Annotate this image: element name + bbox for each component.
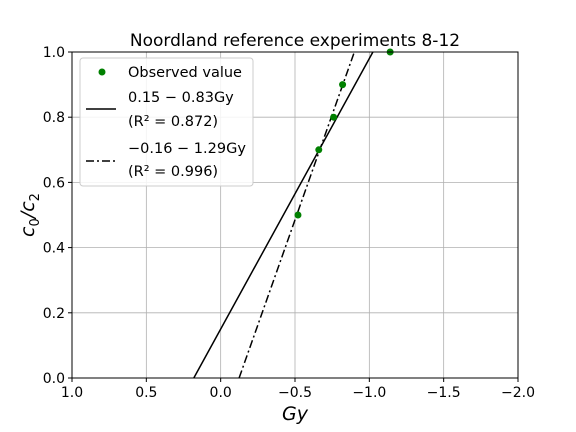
legend-r2-fit-1: (R² = 0.872) (128, 114, 218, 130)
legend-r2-fit-2: (R² = 0.996) (128, 164, 218, 180)
legend: Observed value 0.15 − 0.83Gy (R² = 0.872… (79, 57, 254, 187)
legend-marker-observed (98, 68, 106, 76)
y-tick-label-4: 0.8 (43, 110, 65, 126)
observed-point-3 (339, 81, 347, 89)
chart-title: Noordland reference experiments 8-12 (130, 31, 460, 51)
fit-line-1 (193, 51, 374, 379)
y-tick-label-2: 0.4 (43, 241, 65, 257)
y-axis-label: c0/c2 (17, 193, 43, 237)
x-tick-label-6: −2.0 (501, 385, 535, 401)
x-tick-label-2: 0.0 (210, 385, 232, 401)
y-tick-label-3: 0.6 (43, 175, 65, 191)
observed-point-0 (294, 211, 302, 219)
observed-points (294, 48, 394, 219)
legend-label-fit-1: 0.15 − 0.83Gy (128, 90, 234, 106)
y-tick-label-5: 1.0 (43, 45, 65, 61)
legend-label-observed: Observed value (128, 65, 242, 81)
y-tick-label-1: 0.2 (43, 306, 65, 322)
x-tick-label-4: −1.0 (352, 385, 386, 401)
x-ticks: 1.0 0.5 0.0 −0.5 −1.0 −1.5 −2.0 (61, 378, 535, 401)
legend-box (79, 57, 254, 187)
x-tick-label-1: 0.5 (135, 385, 157, 401)
y-tick-label-0: 0.0 (43, 371, 65, 387)
x-tick-label-0: 1.0 (61, 385, 83, 401)
observed-point-2 (330, 113, 338, 121)
x-tick-label-3: −0.5 (278, 385, 312, 401)
x-tick-label-5: −1.5 (427, 385, 461, 401)
y-ticks: 0.0 0.2 0.4 0.6 0.8 1.0 (43, 45, 72, 387)
observed-point-1 (315, 146, 323, 154)
x-axis-label: Gy (282, 403, 309, 425)
legend-label-fit-2: −0.16 − 1.29Gy (128, 141, 246, 157)
